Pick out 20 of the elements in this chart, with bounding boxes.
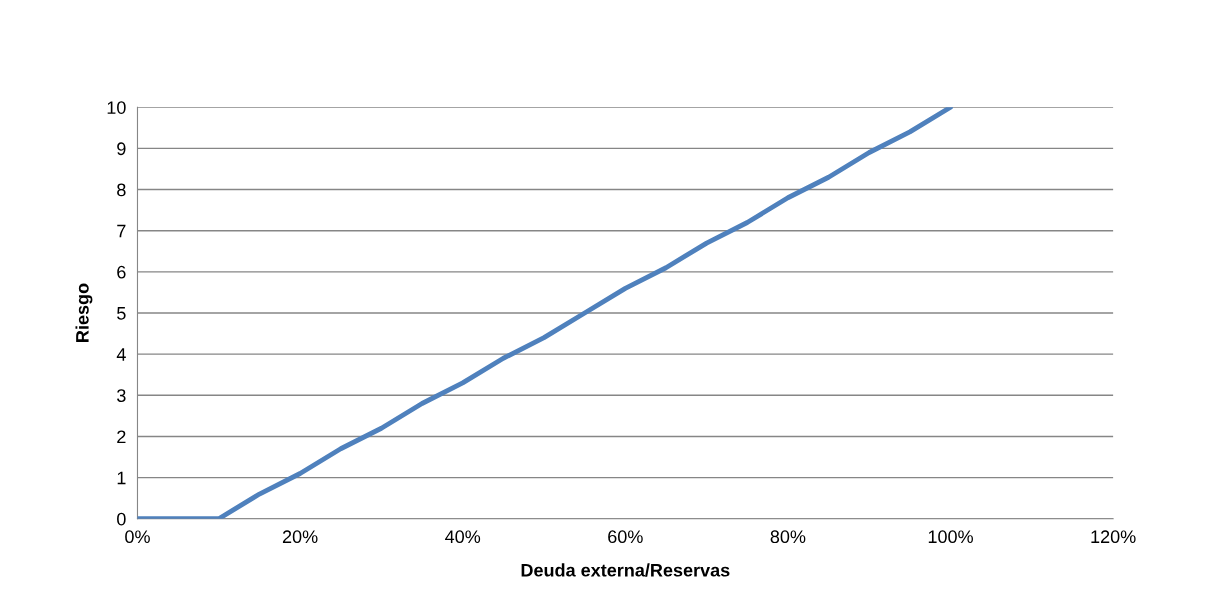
x-tick-label: 20% <box>282 530 318 544</box>
x-tick-label: 0% <box>125 530 150 544</box>
y-tick-label: 0 <box>117 512 126 526</box>
y-axis-title: Riesgo <box>75 283 93 342</box>
y-tick-label: 9 <box>117 142 126 156</box>
x-tick-label: 120% <box>1091 530 1136 544</box>
y-tick-label: 5 <box>117 307 126 320</box>
y-tick-label: 2 <box>117 430 126 443</box>
x-tick-label: 80% <box>770 530 806 544</box>
y-tick-label: 1 <box>117 471 126 485</box>
y-tick-label: 7 <box>117 224 126 238</box>
x-tick-label: 40% <box>445 530 481 544</box>
y-tick-label: 8 <box>117 183 126 197</box>
y-tick-label: 3 <box>117 389 126 403</box>
x-tick-label: 60% <box>608 530 643 544</box>
x-axis-title: Deuda externa/Reservas <box>521 563 730 577</box>
y-tick-label: 10 <box>107 101 126 114</box>
y-tick-label: 6 <box>117 265 126 279</box>
x-tick-label: 100% <box>928 530 973 544</box>
y-tick-label: 4 <box>116 348 126 361</box>
